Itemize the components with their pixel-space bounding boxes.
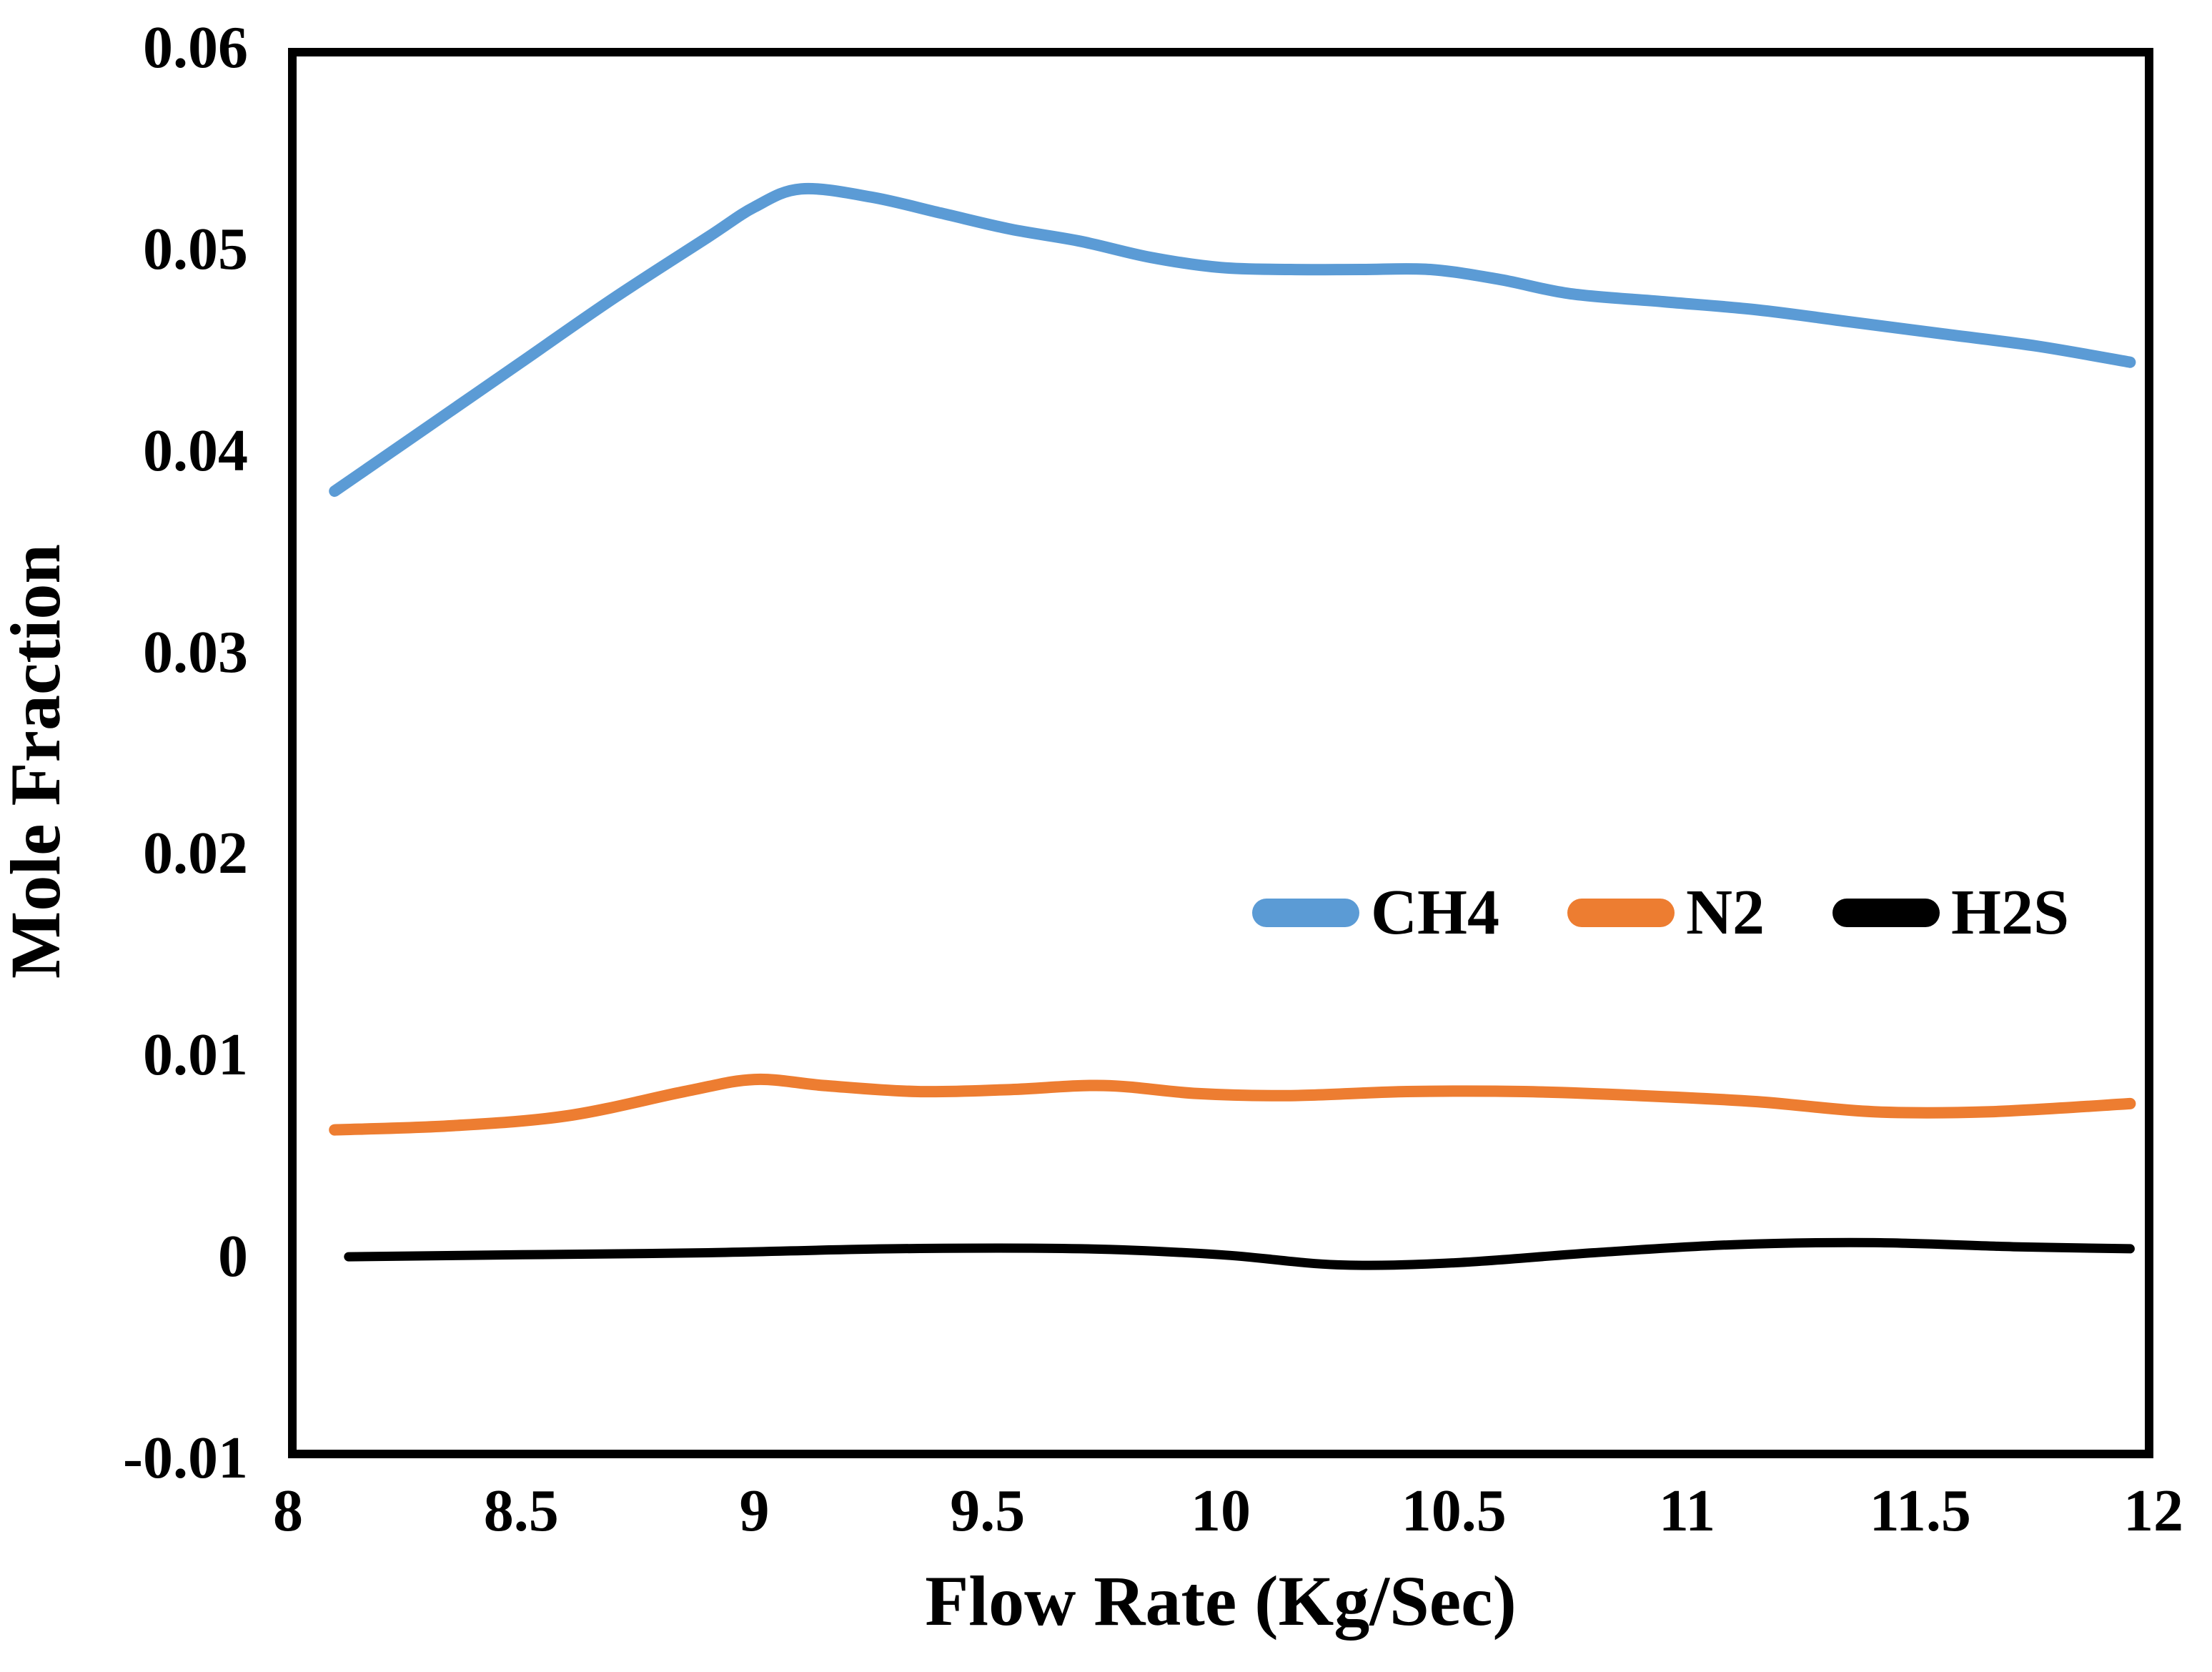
legend-item-n2: N2 — [1567, 881, 1765, 945]
x-tick-label: 9.5 — [950, 1478, 1026, 1544]
x-tick-label: 12 — [2123, 1478, 2183, 1544]
y-tick-label: 0.03 — [143, 618, 248, 686]
y-tick-label: 0.01 — [143, 1021, 248, 1089]
x-tick-label: 11 — [1658, 1478, 1716, 1544]
x-tick-label: 11.5 — [1869, 1478, 1971, 1544]
y-tick-label: -0.01 — [123, 1425, 248, 1491]
legend: CH4 N2 H2S — [1252, 881, 2069, 945]
y-tick-label: 0.02 — [143, 820, 248, 887]
x-axis-title: Flow Rate (Kg/Sec) — [925, 1561, 1517, 1641]
legend-swatch-n2 — [1567, 899, 1675, 927]
series-line-n2 — [329, 1073, 2136, 1136]
y-tick-label: 0.05 — [143, 215, 248, 282]
y-tick-label: 0.06 — [143, 14, 248, 81]
legend-item-h2s: H2S — [1832, 881, 2069, 945]
y-tick-label: 0.04 — [143, 417, 248, 484]
series-line-ch4 — [329, 182, 2136, 498]
x-tick-label: 10.5 — [1401, 1478, 1507, 1544]
legend-swatch-h2s — [1832, 899, 1940, 927]
x-tick-label: 8 — [273, 1478, 303, 1544]
plot-border — [288, 48, 2153, 1458]
legend-label: N2 — [1686, 877, 1765, 948]
legend-label: CH4 — [1371, 877, 1499, 948]
x-tick-label: 10 — [1191, 1478, 1251, 1544]
x-tick-label: 8.5 — [483, 1478, 559, 1544]
legend-label: H2S — [1951, 877, 2070, 948]
series-line-h2s — [344, 1237, 2135, 1270]
x-tick-label: 9 — [739, 1478, 770, 1544]
y-tick-label: 0 — [218, 1223, 248, 1290]
legend-swatch-ch4 — [1252, 899, 1359, 927]
plot-area — [288, 48, 2153, 1458]
legend-item-ch4: CH4 — [1252, 881, 1499, 945]
